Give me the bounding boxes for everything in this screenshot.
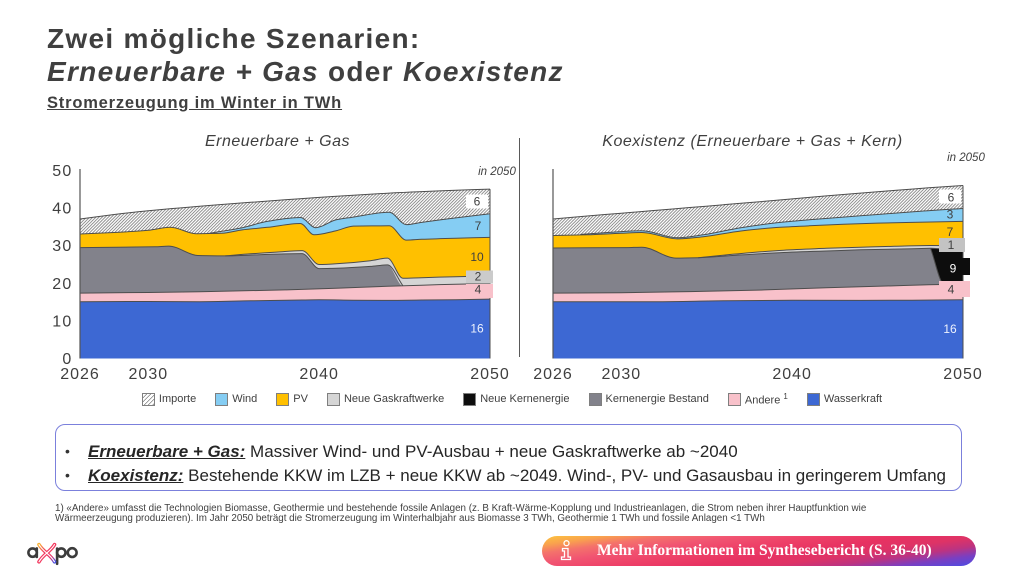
- svg-text:2030: 2030: [129, 366, 169, 383]
- svg-text:7: 7: [475, 219, 482, 233]
- svg-text:2026: 2026: [60, 366, 100, 383]
- svg-text:6: 6: [474, 195, 481, 209]
- svg-text:9: 9: [950, 262, 957, 276]
- svg-text:10: 10: [52, 313, 72, 330]
- svg-text:30: 30: [52, 238, 72, 255]
- svg-text:6: 6: [948, 191, 955, 205]
- svg-text:16: 16: [943, 322, 957, 336]
- svg-text:2026: 2026: [533, 366, 573, 383]
- svg-text:3: 3: [947, 208, 954, 222]
- svg-text:2: 2: [475, 270, 482, 284]
- svg-text:in 2050: in 2050: [947, 152, 985, 164]
- svg-text:2040: 2040: [299, 366, 339, 383]
- svg-text:40: 40: [52, 201, 72, 218]
- svg-text:1: 1: [948, 238, 955, 252]
- svg-text:50: 50: [52, 163, 72, 180]
- svg-text:2040: 2040: [772, 366, 812, 383]
- svg-text:2050: 2050: [470, 366, 510, 383]
- svg-text:in 2050: in 2050: [478, 166, 516, 178]
- svg-text:16: 16: [470, 322, 484, 336]
- svg-text:20: 20: [52, 276, 72, 293]
- svg-text:2050: 2050: [943, 366, 983, 383]
- svg-text:4: 4: [948, 283, 955, 297]
- svg-text:4: 4: [475, 283, 482, 297]
- svg-text:2030: 2030: [602, 366, 642, 383]
- svg-text:7: 7: [947, 225, 954, 239]
- svg-text:10: 10: [470, 250, 484, 264]
- svg-text:0: 0: [62, 351, 72, 368]
